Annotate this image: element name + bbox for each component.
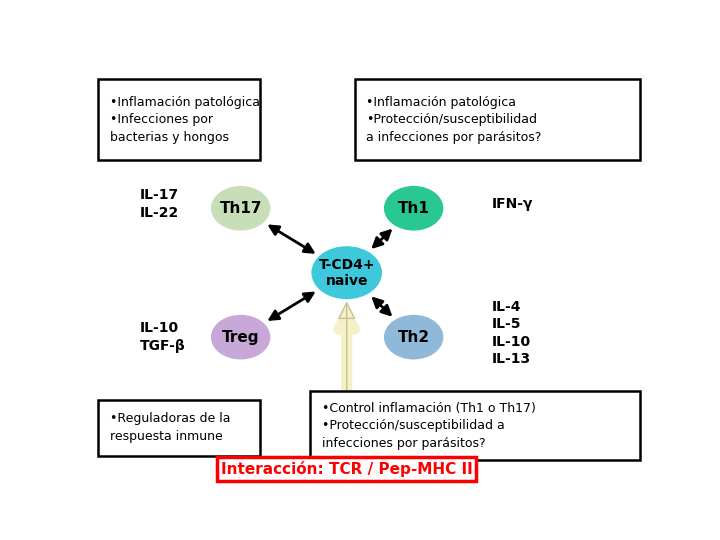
Text: •Control inflamación (Th1 o Th17)
•Protección/susceptibilidad a
infecciones por : •Control inflamación (Th1 o Th17) •Prote… xyxy=(322,402,536,449)
Text: •Reguladoras de la
respuesta inmune: •Reguladoras de la respuesta inmune xyxy=(109,413,230,443)
Text: •Inflamación patológica
•Protección/susceptibilidad
a infecciones por parásitos?: •Inflamación patológica •Protección/susc… xyxy=(366,96,541,144)
Circle shape xyxy=(212,315,270,359)
FancyBboxPatch shape xyxy=(99,79,260,160)
Text: Interacción: TCR / Pep-MHC II: Interacción: TCR / Pep-MHC II xyxy=(221,461,472,477)
Text: IFN-γ: IFN-γ xyxy=(492,197,533,211)
Text: •Inflamación patológica
•Infecciones por
bacterias y hongos: •Inflamación patológica •Infecciones por… xyxy=(109,96,259,144)
Circle shape xyxy=(384,187,443,230)
Circle shape xyxy=(212,187,270,230)
Text: Th1: Th1 xyxy=(397,201,430,216)
Text: IL-17
IL-22: IL-17 IL-22 xyxy=(140,188,179,220)
Text: IL-4
IL-5
IL-10
IL-13: IL-4 IL-5 IL-10 IL-13 xyxy=(492,300,531,366)
Circle shape xyxy=(312,247,382,299)
Text: T-CD4+
naive: T-CD4+ naive xyxy=(318,258,375,288)
Text: Th2: Th2 xyxy=(397,329,430,345)
FancyBboxPatch shape xyxy=(99,400,260,456)
FancyBboxPatch shape xyxy=(310,391,639,460)
Circle shape xyxy=(384,315,443,359)
FancyBboxPatch shape xyxy=(355,79,639,160)
Text: Treg: Treg xyxy=(222,329,259,345)
Text: IL-10
TGF-β: IL-10 TGF-β xyxy=(140,321,186,353)
Text: Th17: Th17 xyxy=(220,201,262,216)
